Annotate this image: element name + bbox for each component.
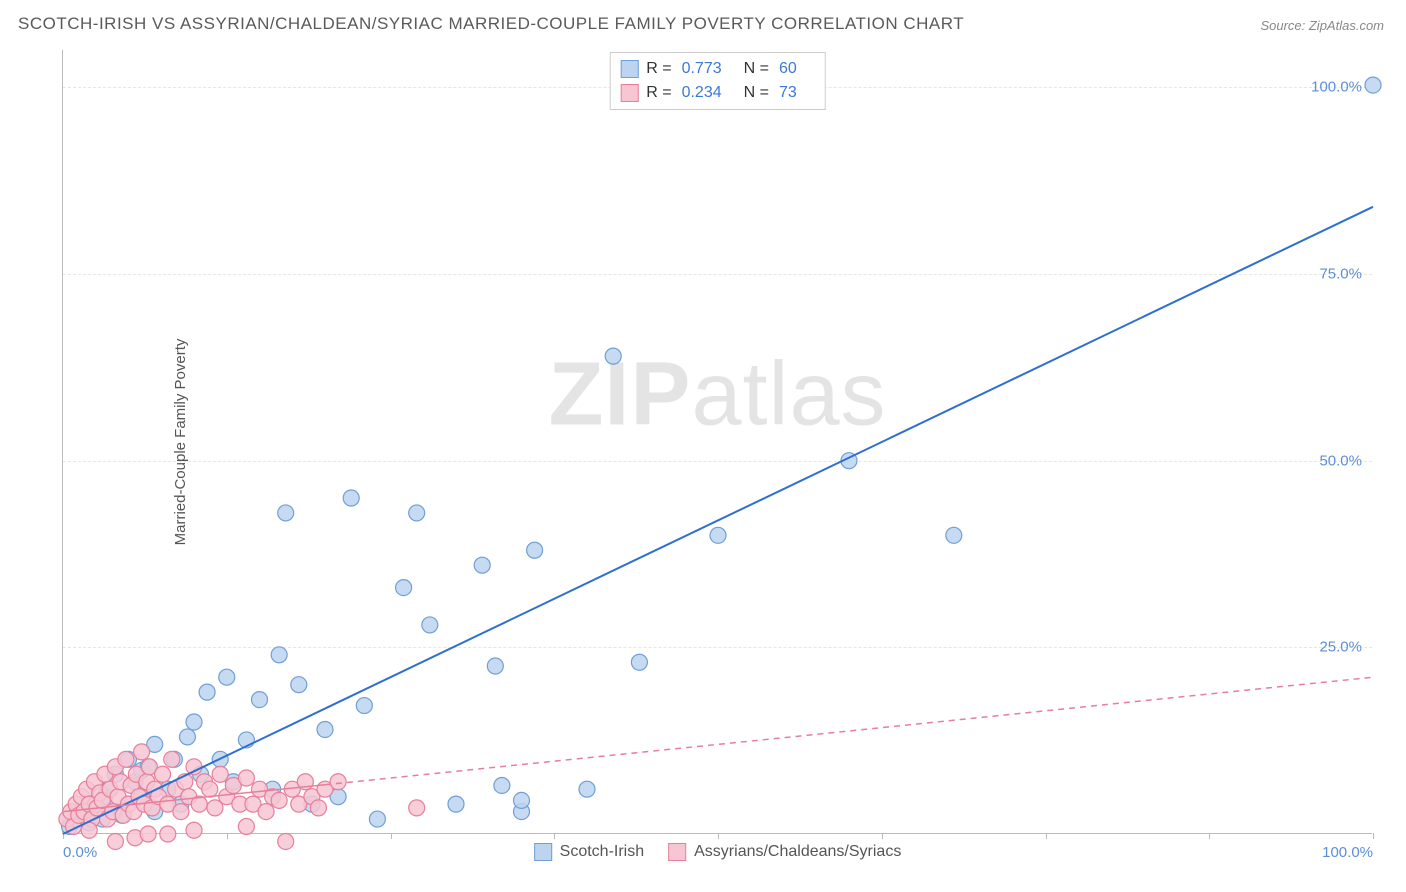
data-point	[291, 677, 307, 693]
legend-item-assyrians: Assyrians/Chaldeans/Syriacs	[668, 843, 901, 861]
legend-label: Assyrians/Chaldeans/Syriacs	[694, 843, 901, 861]
data-point	[155, 766, 171, 782]
data-point	[356, 698, 372, 714]
legend-row-1: R = 0.773 N = 60	[620, 57, 811, 81]
data-point	[219, 669, 235, 685]
x-tick	[882, 833, 883, 839]
data-point	[107, 833, 123, 849]
trend-line-extrapolated	[325, 677, 1373, 785]
n-value-1: 60	[779, 57, 797, 81]
data-point	[330, 774, 346, 790]
x-tick	[1209, 833, 1210, 839]
data-point	[271, 792, 287, 808]
plot-area: Married-Couple Family Poverty ZIPatlas 2…	[62, 50, 1372, 834]
data-point	[186, 822, 202, 838]
r-value-1: 0.773	[682, 57, 722, 81]
data-point	[946, 527, 962, 543]
x-tick-label: 0.0%	[63, 844, 97, 861]
data-point	[118, 751, 134, 767]
legend-swatch-blue	[620, 60, 638, 78]
data-point	[448, 796, 464, 812]
n-label: N =	[744, 81, 769, 105]
source-attribution: Source: ZipAtlas.com	[1260, 18, 1384, 33]
data-point	[422, 617, 438, 633]
data-point	[164, 751, 180, 767]
data-point	[202, 781, 218, 797]
data-point	[271, 647, 287, 663]
data-point	[710, 527, 726, 543]
x-tick	[1373, 833, 1374, 839]
legend-swatch-blue	[534, 843, 552, 861]
x-tick	[554, 833, 555, 839]
data-point	[186, 714, 202, 730]
data-point	[579, 781, 595, 797]
correlation-legend: R = 0.773 N = 60 R = 0.234 N = 73	[609, 52, 826, 110]
data-point	[278, 505, 294, 521]
data-point	[409, 800, 425, 816]
data-point	[258, 804, 274, 820]
r-label: R =	[646, 57, 671, 81]
data-point	[317, 721, 333, 737]
r-label: R =	[646, 81, 671, 105]
data-point	[134, 744, 150, 760]
data-point	[238, 819, 254, 835]
n-label: N =	[744, 57, 769, 81]
data-point	[527, 542, 543, 558]
data-point	[343, 490, 359, 506]
data-point	[1365, 77, 1381, 93]
data-point	[212, 766, 228, 782]
chart-canvas	[63, 50, 1372, 833]
n-value-2: 73	[779, 81, 797, 105]
data-point	[494, 777, 510, 793]
data-point	[605, 348, 621, 364]
data-point	[409, 505, 425, 521]
x-tick	[718, 833, 719, 839]
x-tick	[227, 833, 228, 839]
x-tick-label: 100.0%	[1322, 844, 1373, 861]
data-point	[278, 833, 294, 849]
chart-title: SCOTCH-IRISH VS ASSYRIAN/CHALDEAN/SYRIAC…	[18, 14, 964, 34]
data-point	[474, 557, 490, 573]
x-tick	[391, 833, 392, 839]
legend-swatch-pink	[620, 84, 638, 102]
r-value-2: 0.234	[682, 81, 722, 105]
data-point	[140, 826, 156, 842]
data-point	[310, 800, 326, 816]
data-point	[631, 654, 647, 670]
legend-swatch-pink	[668, 843, 686, 861]
data-point	[186, 759, 202, 775]
data-point	[179, 729, 195, 745]
data-point	[199, 684, 215, 700]
data-point	[369, 811, 385, 827]
legend-item-scotch-irish: Scotch-Irish	[534, 843, 644, 861]
series-legend: Scotch-Irish Assyrians/Chaldeans/Syriacs	[534, 843, 902, 861]
data-point	[173, 804, 189, 820]
legend-row-2: R = 0.234 N = 73	[620, 81, 811, 105]
data-point	[396, 580, 412, 596]
data-point	[514, 792, 530, 808]
x-tick	[1046, 833, 1047, 839]
data-point	[487, 658, 503, 674]
legend-label: Scotch-Irish	[560, 843, 644, 861]
data-point	[252, 692, 268, 708]
trend-line-extrapolated	[325, 207, 1373, 709]
data-point	[238, 770, 254, 786]
data-point	[160, 826, 176, 842]
